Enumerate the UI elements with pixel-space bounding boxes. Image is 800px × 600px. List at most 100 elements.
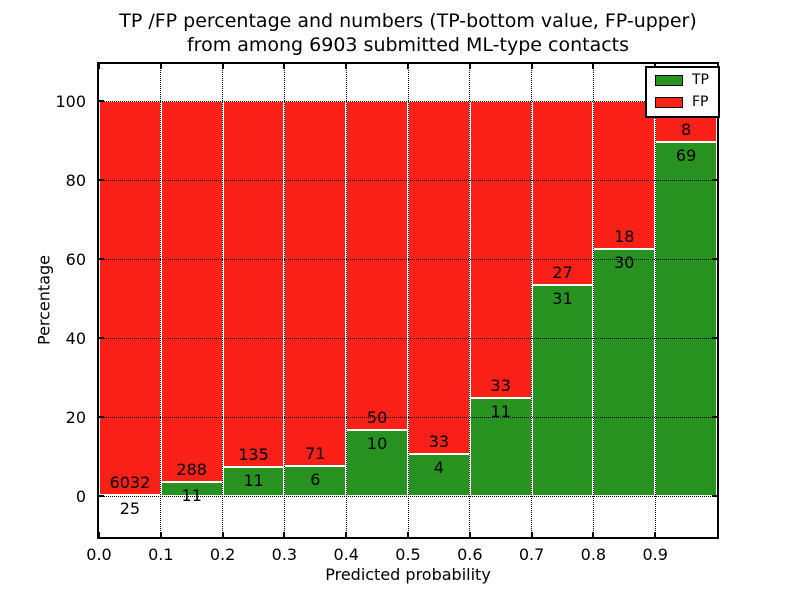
x-tick-mark-top (159, 64, 162, 69)
x-tick-label: 0.0 (86, 545, 112, 564)
y-tick-mark (99, 258, 104, 261)
tp-count-label: 11 (490, 401, 511, 421)
x-tick-label: 0.6 (457, 545, 483, 564)
x-tick-mark-top (592, 64, 595, 69)
x-tick-label: 0.5 (395, 545, 421, 564)
tp-count-label: 25 (119, 498, 141, 518)
fp-count-label: 6032 (109, 472, 151, 492)
x-tick-mark-top (530, 64, 533, 69)
x-tick-mark-top (407, 64, 409, 69)
tp-count-label: 31 (552, 289, 573, 309)
bar-segment-tp (531, 285, 594, 497)
vertical-gridline (654, 64, 656, 537)
chart-title-line1: TP /FP percentage and numbers (TP-bottom… (119, 10, 697, 32)
y-tick-mark (99, 337, 104, 340)
fp-count-label: 50 (366, 408, 388, 428)
horizontal-gridline (99, 101, 717, 103)
x-tick-mark (98, 532, 100, 537)
tp-count-label: 30 (614, 253, 635, 273)
horizontal-gridline (99, 259, 717, 261)
chart-title-line2: from among 6903 submitted ML-type contac… (186, 34, 630, 56)
bar-segment-tp (593, 249, 656, 497)
legend-label-tp: TP (692, 72, 709, 88)
y-tick-label: 100 (55, 92, 86, 112)
tp-color-swatch (655, 75, 683, 86)
y-tick-mark-right (712, 416, 717, 419)
tp-count-label: 4 (433, 457, 444, 477)
fp-count-label: 8 (681, 120, 692, 140)
vertical-gridline (283, 64, 285, 537)
x-tick-mark (592, 532, 595, 537)
fp-count-label: 33 (490, 375, 511, 395)
bar-segment-fp (222, 101, 285, 467)
legend-entry-tp: TP (655, 73, 709, 88)
bar-segment-fp (99, 101, 161, 495)
bar-segment-fp (469, 101, 532, 398)
x-tick-mark (407, 532, 409, 537)
vertical-gridline (222, 64, 224, 537)
x-tick-mark-top (221, 64, 224, 69)
y-tick-label: 80 (65, 171, 86, 191)
x-tick-mark (221, 532, 224, 537)
y-tick-label: 40 (65, 329, 86, 349)
bar-segment-fp (346, 101, 408, 431)
y-tick-mark (99, 179, 104, 182)
horizontal-gridline (99, 338, 717, 340)
legend-label-fp: FP (692, 94, 709, 110)
vertical-gridline (531, 64, 533, 537)
vertical-gridline (345, 64, 347, 537)
x-tick-mark (283, 532, 286, 537)
bar-segment-fp (160, 101, 223, 482)
y-tick-label: 60 (65, 250, 86, 270)
y-tick-mark-right (712, 258, 717, 261)
x-tick-label: 0.8 (580, 545, 607, 564)
x-tick-mark-top (98, 64, 100, 69)
y-tick-mark-right (712, 179, 717, 182)
legend: TP FP (645, 66, 720, 118)
x-tick-label: 0.7 (518, 545, 545, 564)
bar-segment-fp (284, 101, 347, 466)
bar-segment-fp (531, 101, 594, 286)
x-tick-label: 0.4 (333, 545, 359, 564)
x-tick-mark (345, 532, 348, 537)
x-tick-mark (530, 532, 533, 537)
tp-count-label: 69 (675, 146, 697, 166)
vertical-gridline (407, 64, 409, 537)
y-tick-mark (99, 416, 104, 419)
x-tick-mark (654, 532, 657, 537)
x-axis-label: Predicted probability (325, 565, 491, 584)
x-tick-mark-top (283, 64, 286, 69)
fp-count-label: 288 (176, 459, 207, 479)
y-tick-label: 20 (65, 408, 86, 428)
y-tick-mark-right (712, 337, 717, 340)
horizontal-gridline (99, 496, 717, 498)
bar-segment-tp (222, 466, 285, 497)
legend-entry-fp: FP (655, 95, 709, 110)
vertical-gridline (592, 64, 594, 537)
x-tick-label: 0.2 (209, 545, 236, 564)
y-tick-mark (99, 100, 104, 103)
x-tick-label: 0.3 (271, 545, 298, 564)
y-tick-label: 0 (75, 487, 86, 507)
x-tick-mark (468, 532, 471, 537)
tp-count-label: 6 (310, 469, 321, 489)
x-tick-label: 0.1 (148, 545, 174, 564)
horizontal-gridline (99, 180, 717, 182)
y-tick-mark-right (712, 495, 717, 498)
fp-color-swatch (655, 97, 683, 108)
y-tick-mark (99, 495, 104, 498)
vertical-gridline (160, 64, 162, 537)
horizontal-gridline (99, 417, 717, 419)
x-tick-mark-top (345, 64, 348, 69)
x-tick-mark (159, 532, 162, 537)
tp-count-label: 11 (181, 485, 202, 505)
tp-count-label: 11 (243, 470, 264, 490)
chart-title: TP /FP percentage and numbers (TP-bottom… (97, 9, 719, 57)
bar-segment-tp (655, 142, 717, 497)
tp-count-label: 10 (366, 434, 388, 454)
vertical-gridline (469, 64, 471, 537)
x-tick-mark-top (468, 64, 471, 69)
fp-count-label: 135 (238, 444, 269, 464)
fp-count-label: 27 (552, 263, 573, 283)
